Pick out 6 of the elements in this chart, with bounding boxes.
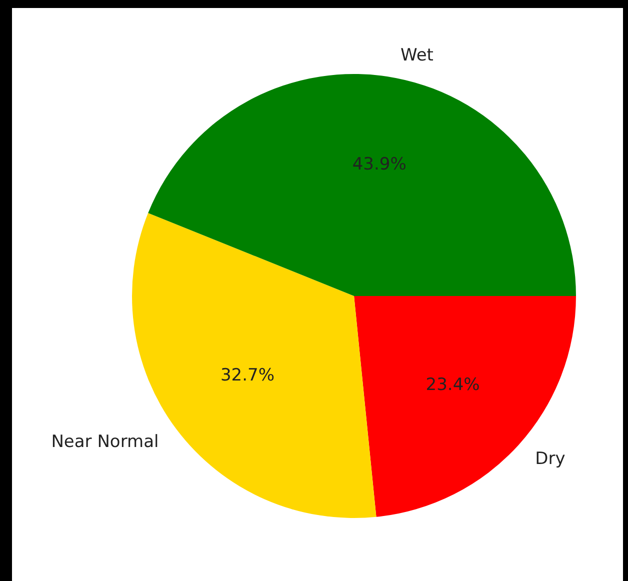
data-label: 23.4% [426,374,480,395]
data-label: 32.7% [220,365,274,386]
data-label: 43.9% [352,154,406,175]
slice-label: Wet [400,46,434,66]
slice-label: Near Normal [51,432,159,452]
slice-label: Dry [535,449,566,470]
